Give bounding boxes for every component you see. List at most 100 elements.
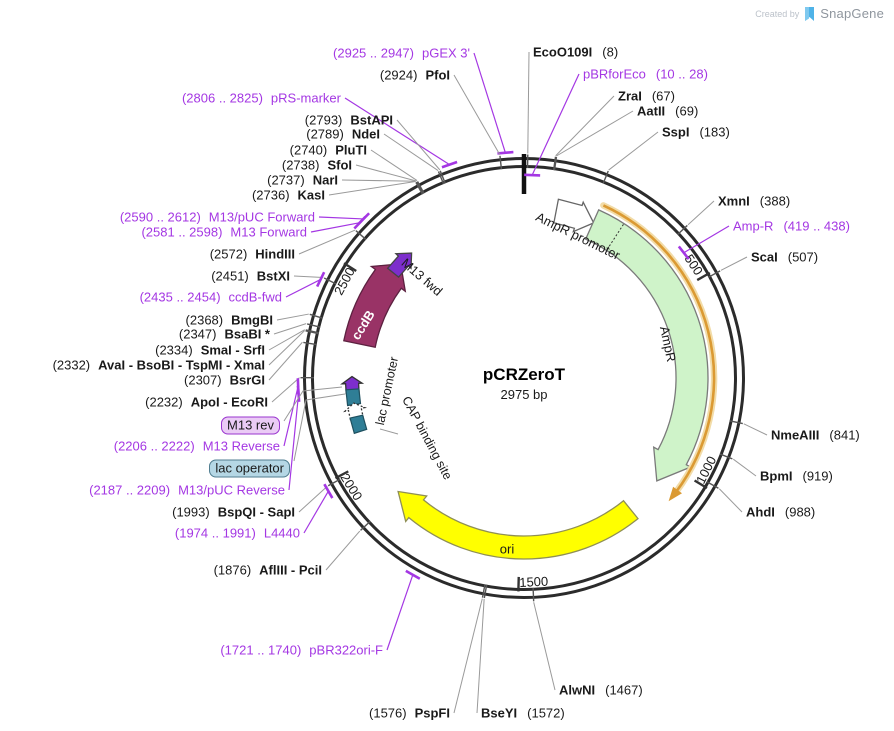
callout-line-zrai — [555, 95, 615, 157]
site-name: BsaBI * — [224, 326, 270, 342]
plasmid-title-block: pCRZeroT 2975 bp — [434, 365, 614, 402]
scale-tick-500 — [696, 271, 711, 282]
site-tick-kasi — [415, 182, 424, 195]
site-tick-sspi — [602, 170, 609, 184]
plasmid-name: pCRZeroT — [482, 365, 566, 384]
site-position: (507) — [787, 249, 819, 265]
site-position: (2435 .. 2454) — [139, 289, 221, 305]
site-name: KasI — [297, 187, 325, 203]
connector-cap-binding-site-label — [379, 428, 399, 435]
callout-line-ccdb-fwd — [285, 278, 321, 298]
callout-line-nari — [341, 179, 416, 182]
site-tick-avai-bsobi-tspmi-xmai — [305, 330, 319, 335]
site-name: NarI — [312, 172, 338, 188]
site-tick-ndei — [437, 171, 445, 185]
site-label-m13-rev: M13 rev — [221, 416, 280, 435]
site-tick-afliii-pcii — [360, 520, 371, 531]
feature-ccdb — [343, 263, 407, 348]
site-label-bstapi: (2793) BstAPI — [305, 113, 393, 128]
site-label-zrai: ZraI (67) — [618, 89, 675, 104]
feature-ampr-orf-arrow — [602, 204, 716, 493]
site-position: (2806 .. 2825) — [181, 90, 263, 106]
site-position: (2368) — [185, 312, 224, 328]
site-name: NdeI — [351, 126, 380, 142]
site-label-pluti: (2740) PluTI — [290, 143, 367, 158]
site-tick-aatii — [553, 156, 558, 171]
site-name: ApoI - EcoRI — [190, 394, 268, 410]
watermark-brand: SnapGene — [820, 6, 884, 21]
site-name: AlwNI — [559, 682, 596, 698]
site-name: ScaI — [751, 249, 778, 265]
site-position: (2307) — [184, 372, 222, 388]
site-tick-pfoi — [499, 155, 503, 170]
site-position: (2232) — [145, 394, 183, 410]
site-position: (1993) — [172, 504, 210, 520]
site-name: AvaI - BsoBI - TspMI - XmaI — [98, 357, 265, 373]
callout-line-pluti — [370, 149, 418, 182]
site-name: pBR322ori-F — [309, 642, 383, 658]
callout-line-ecoo109i — [527, 51, 530, 154]
callout-line-apoi-ecori — [271, 377, 300, 403]
site-position: (2789) — [306, 126, 344, 142]
site-name: SspI — [662, 124, 690, 140]
feature-ori — [397, 490, 639, 560]
feature-m13-fwd — [386, 252, 413, 278]
feature-cap-binding-site-box — [349, 414, 368, 435]
site-label-pbrforeco: pBRforEco (10 .. 28) — [583, 67, 708, 82]
site-label-bsrgi: (2307) BsrGI — [184, 373, 265, 388]
site-tick-xmni — [676, 224, 688, 236]
callout-line-pspfi — [453, 598, 483, 714]
site-name: lac operator — [209, 459, 290, 478]
site-label-ccdb-fwd: (2435 .. 2454) ccdB-fwd — [140, 290, 282, 305]
callout-line-prs-marker — [344, 97, 450, 166]
site-label-ecoo109i: EcoO109I (8) — [533, 45, 618, 60]
site-position: (2581 .. 2598) — [141, 224, 223, 240]
site-position: (388) — [759, 193, 791, 209]
site-name: M13/pUC Reverse — [178, 482, 285, 498]
scale-label-1500: 1500 — [519, 574, 549, 590]
site-position: (8) — [602, 44, 619, 60]
site-position: (2793) — [304, 112, 343, 128]
callout-line-sfoi — [355, 164, 417, 182]
site-position: (419 .. 438) — [783, 218, 850, 234]
site-label-bmgbi: (2368) BmgBI — [186, 313, 273, 328]
site-label-smai-srfi: (2334) SmaI - SrfI — [155, 343, 265, 358]
site-label-l4440: (1974 .. 1991) L4440 — [175, 526, 300, 541]
callout-line-m13-puc-forward — [318, 216, 364, 220]
callout-line-amp-r — [683, 225, 730, 254]
site-position: (183) — [699, 124, 730, 140]
site-label-avai-bsobi-tspmi-xmai: (2332) AvaI - BsoBI - TspMI - XmaI — [53, 358, 265, 373]
site-name: pBRforEco — [583, 66, 646, 82]
callout-line-m13-reverse — [283, 386, 299, 447]
site-label-nmeaiii: NmeAIII (841) — [771, 428, 860, 443]
callout-line-pbrforeco — [531, 73, 580, 176]
scale-tick-1000 — [693, 479, 708, 490]
snapgene-watermark: Created by SnapGene — [755, 6, 884, 21]
site-name: ccdB-fwd — [228, 289, 282, 305]
watermark-created-by: Created by — [755, 8, 800, 19]
feature-ampr-orf-arrow-head — [668, 486, 682, 502]
scale-tick-2500 — [343, 262, 357, 273]
site-position: (2737) — [267, 172, 305, 188]
site-position: (2334) — [155, 342, 193, 358]
site-name: M13 Forward — [230, 224, 307, 240]
site-label-alwni: AlwNI (1467) — [559, 683, 643, 698]
site-label-amp-r: Amp-R (419 .. 438) — [733, 219, 850, 234]
callout-line-pfoi — [453, 74, 501, 156]
callout-line-pgex-3 — [473, 52, 506, 153]
site-position: (1876) — [213, 562, 252, 578]
site-label-apoi-ecori: (2232) ApoI - EcoRI — [145, 395, 268, 410]
feature-ampr-promoter — [553, 198, 595, 233]
callout-line-nmeaiii — [743, 423, 768, 436]
site-name: EcoO109I — [533, 44, 593, 60]
feature-label-ori: ori — [500, 542, 515, 557]
site-tick-bsabi — [306, 323, 321, 328]
callout-line-scai — [720, 256, 748, 271]
site-label-m13-reverse: (2206 .. 2222) M13 Reverse — [114, 439, 280, 454]
callout-line-bstxi — [293, 275, 324, 279]
callout-line-aatii — [556, 110, 634, 157]
site-name: XmnI — [718, 193, 750, 209]
site-name: M13 rev — [221, 416, 280, 435]
